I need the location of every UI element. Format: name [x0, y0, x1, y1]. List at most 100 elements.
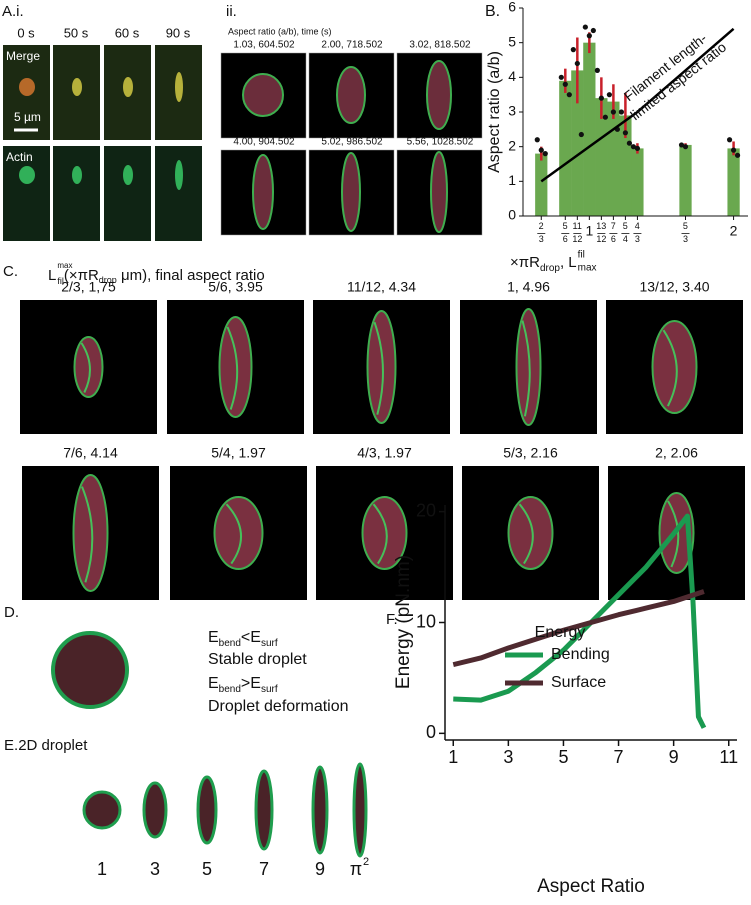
numerator: 11 — [573, 221, 582, 231]
filament — [226, 326, 239, 410]
data-point — [634, 145, 641, 151]
panel-label: C. — [3, 263, 18, 280]
fraction-slash: / — [568, 226, 569, 228]
bar — [595, 98, 608, 216]
data-point — [626, 140, 633, 146]
filament — [662, 329, 678, 407]
energy-condition: Ebend>Esurf — [208, 675, 278, 694]
x-tick-label: 13/ 12 — [596, 221, 607, 244]
aspect-label: 5 — [202, 859, 212, 879]
filament — [521, 320, 531, 417]
x-tick-label: 7/ 6 — [611, 221, 617, 244]
data-point — [618, 109, 625, 115]
cell — [72, 166, 82, 184]
header-sup: max — [57, 261, 72, 270]
frame-label: 5.56, 1028.502 — [407, 137, 474, 148]
cell — [123, 165, 133, 185]
fraction-slash: / — [544, 226, 545, 228]
panel-label: B. — [485, 3, 500, 20]
text-part: (×πR — [64, 267, 99, 284]
panel-title: E.2D droplet — [4, 737, 88, 754]
micrograph — [53, 146, 100, 241]
row-label: Actin — [6, 150, 33, 164]
droplet — [352, 762, 368, 858]
x-tick-label: 2 — [730, 223, 738, 239]
panel-label: ii. — [226, 3, 237, 20]
data-point — [586, 33, 592, 39]
x-tick-label: 4/ 3 — [635, 221, 641, 244]
x-tick-label: 7 — [614, 747, 624, 767]
y-tick-label: 10 — [416, 611, 436, 631]
droplet — [651, 320, 698, 414]
droplet — [196, 775, 218, 845]
panel-label: D. — [4, 604, 19, 621]
frame-label: 2/3, 1,75 — [61, 279, 116, 295]
droplet — [213, 496, 264, 570]
data-point — [630, 144, 637, 150]
droplet — [366, 310, 397, 424]
text-part: surf — [261, 638, 278, 649]
aspect-label: π — [350, 859, 362, 879]
data-point — [538, 147, 544, 153]
droplet — [82, 790, 122, 830]
bar — [631, 148, 644, 216]
x-tick-label: 11 — [719, 747, 738, 767]
time-label: 50 s — [64, 25, 89, 40]
time-label: 0 s — [17, 25, 35, 40]
filament — [225, 503, 243, 565]
limit-curve — [540, 27, 735, 183]
aspect-label: 9 — [315, 859, 325, 879]
aspect-label: 3 — [150, 859, 160, 879]
y-tick-label: 3 — [508, 103, 516, 119]
filament — [518, 503, 534, 565]
droplet — [336, 66, 366, 124]
frame-label: 5.02, 986.502 — [321, 137, 383, 148]
bar — [679, 144, 692, 216]
droplet — [515, 308, 542, 426]
filament — [372, 503, 388, 565]
data-point — [582, 24, 588, 30]
bar — [583, 42, 596, 216]
fraction-slash: / — [582, 226, 583, 228]
data-point — [726, 137, 733, 143]
frame-label: 5/4, 1.97 — [211, 445, 266, 461]
bar — [619, 115, 632, 216]
data-point — [566, 92, 572, 98]
text-part: >E — [241, 675, 261, 692]
data-point — [598, 95, 604, 101]
y-tick-label: 0 — [508, 207, 516, 223]
text-part: E — [208, 629, 219, 646]
x-tick-label: 11/ 12 — [572, 221, 583, 244]
droplet — [51, 631, 129, 709]
data-point — [570, 47, 576, 53]
y-tick-label: 2 — [508, 137, 516, 153]
aspect-exponent: 2 — [363, 856, 369, 868]
data-point — [558, 74, 564, 80]
legend-title: Energy — [535, 624, 586, 641]
data-point — [590, 27, 596, 34]
filament — [80, 342, 91, 393]
droplet — [242, 73, 284, 117]
text-part: 2D droplet — [18, 737, 88, 754]
denominator: 3 — [539, 234, 544, 244]
cell — [175, 72, 183, 102]
data-point — [730, 147, 737, 153]
panel-header: L — [48, 267, 56, 284]
bar — [535, 153, 548, 216]
data-point — [734, 152, 741, 158]
droplet — [218, 316, 253, 418]
aspect-label: 7 — [259, 859, 269, 879]
y-tick-label: 0 — [426, 722, 436, 742]
filament — [373, 321, 384, 415]
y-tick-label: 6 — [508, 0, 516, 15]
text-part: <E — [241, 629, 261, 646]
droplet — [72, 474, 109, 592]
x-axis-label: ×πRdrop, L — [510, 254, 577, 274]
text-part: , L — [560, 254, 577, 271]
fraction-slash: / — [616, 226, 617, 228]
cell — [19, 166, 35, 184]
x-tick-label: 5 — [558, 747, 568, 767]
frame-label: 5/3, 2.16 — [503, 445, 558, 461]
cell — [72, 78, 82, 96]
